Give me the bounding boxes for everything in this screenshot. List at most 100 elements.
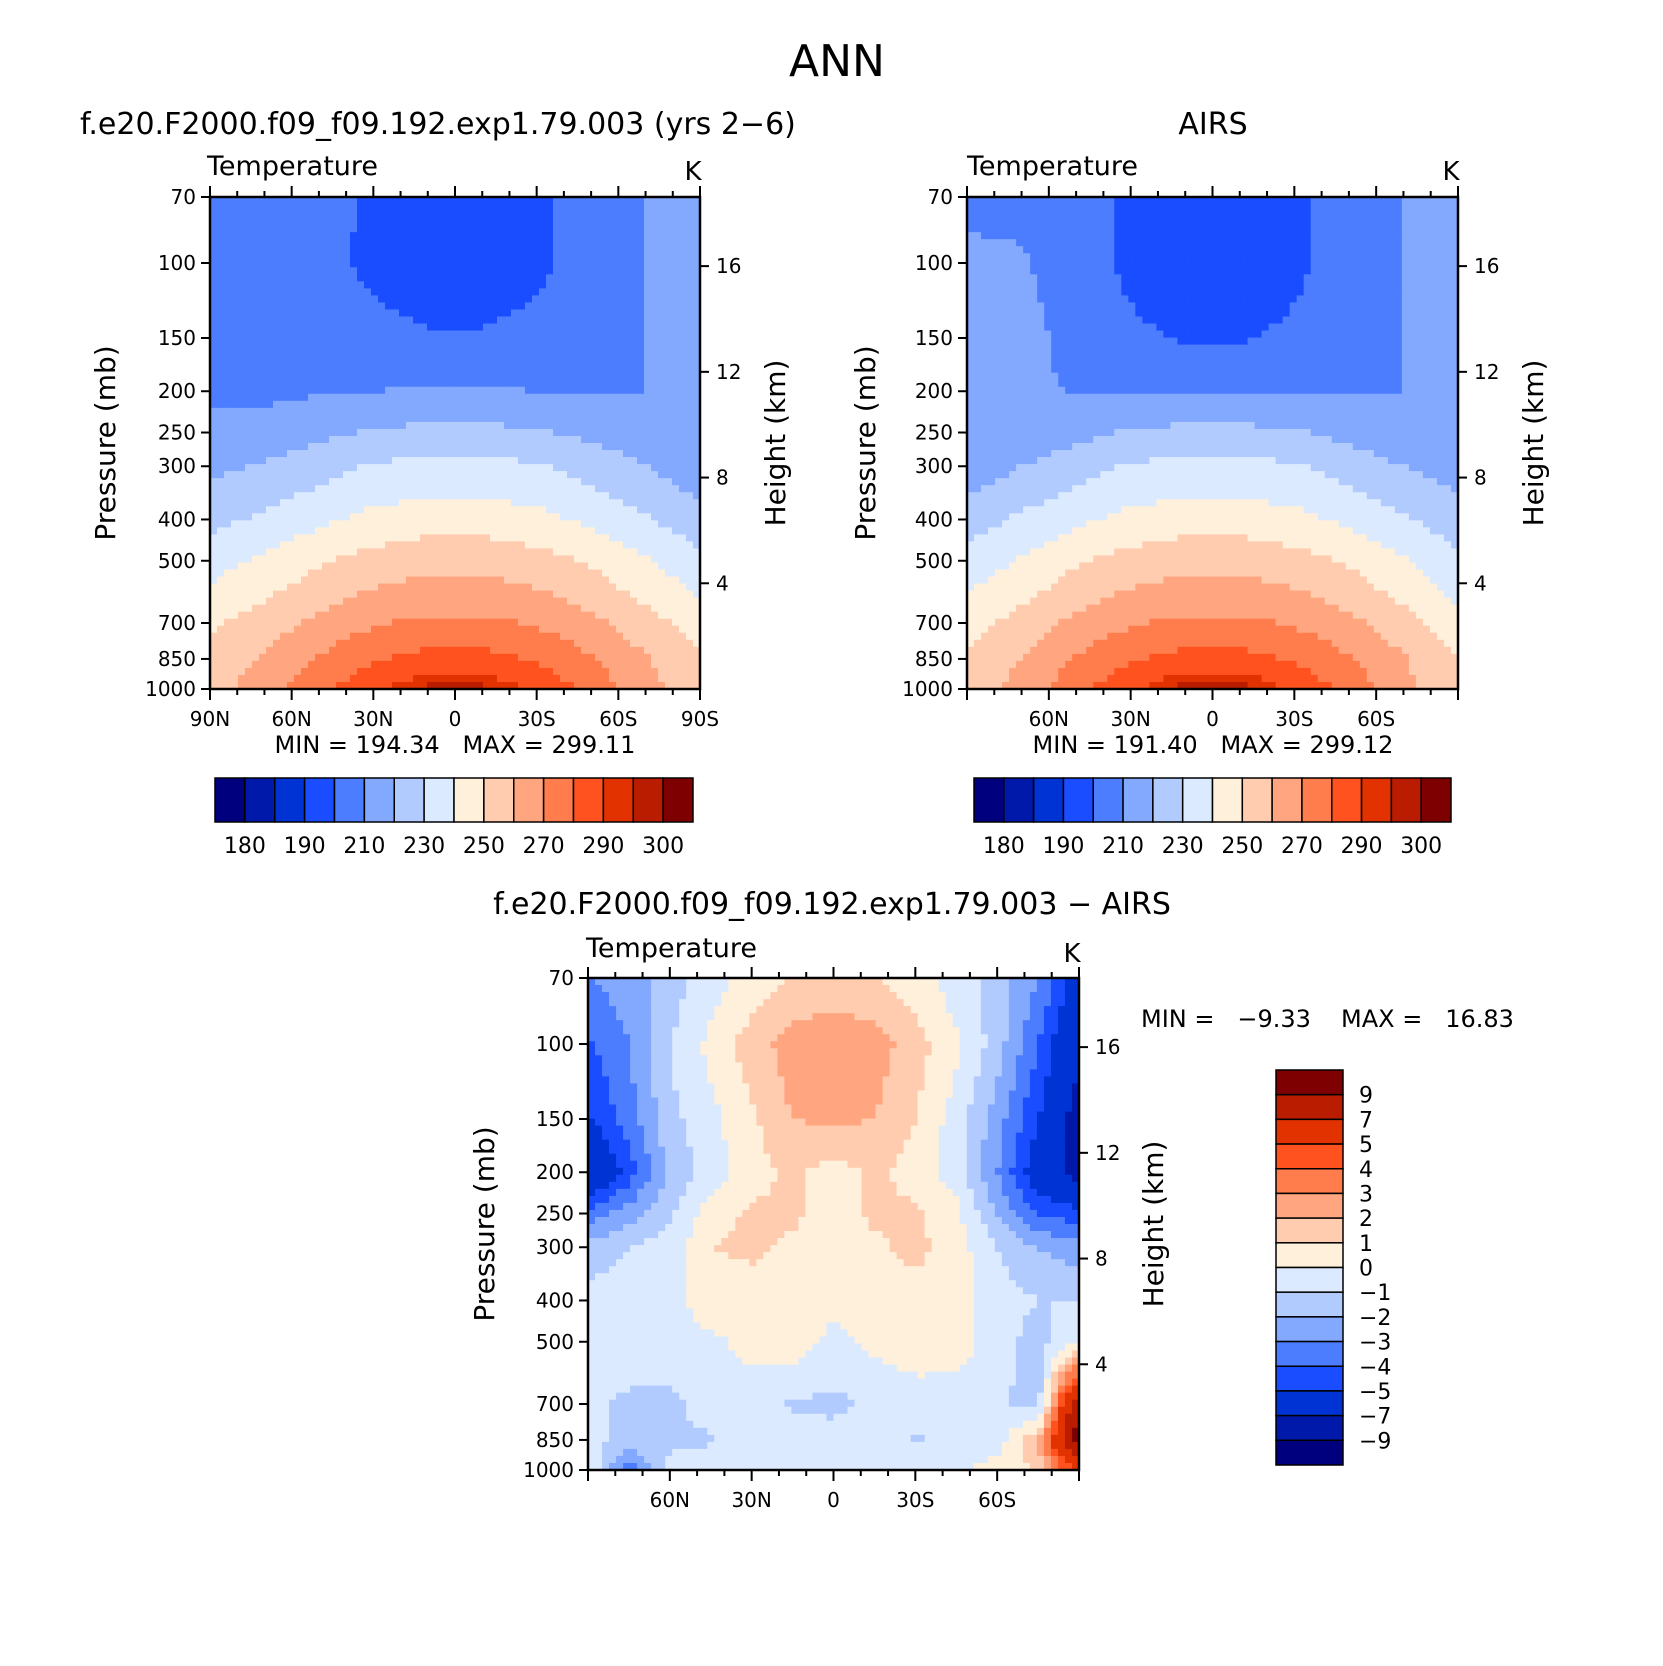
field-cell [455, 344, 463, 353]
field-cell [217, 351, 225, 360]
field-cell [273, 344, 281, 353]
field-cell [357, 218, 365, 226]
field-cell [357, 239, 365, 247]
field-cell [301, 274, 309, 282]
field-cell [476, 225, 484, 233]
field-cell [546, 569, 554, 578]
field-cell [609, 239, 617, 247]
field-cell [630, 225, 638, 233]
field-cell [301, 590, 309, 599]
field-cell [280, 246, 288, 254]
field-cell [231, 302, 239, 311]
field-cell [455, 667, 463, 676]
field-cell [525, 639, 533, 648]
field-cell [567, 604, 575, 613]
field-cell [532, 414, 540, 423]
field-cell [357, 428, 365, 437]
field-cell [490, 351, 498, 360]
field-cell [448, 295, 456, 304]
x-tick-label: 60S [599, 707, 637, 731]
field-cell [231, 386, 239, 395]
field-cell [252, 260, 260, 268]
field-cell [420, 464, 428, 472]
field-cell [518, 281, 526, 289]
field-cell [525, 435, 533, 444]
field-cell [497, 604, 505, 613]
field-cell [224, 541, 232, 550]
field-cell [357, 435, 365, 444]
field-cell [679, 653, 687, 662]
field-cell [588, 393, 596, 402]
field-cell [238, 393, 246, 402]
field-cell [553, 274, 561, 282]
field-cell [420, 625, 428, 634]
field-cell [672, 478, 680, 486]
field-cell [434, 428, 442, 437]
field-cell [567, 492, 575, 500]
field-cell [224, 400, 232, 409]
field-cell [553, 211, 561, 219]
field-cell [231, 246, 239, 254]
field-cell [385, 590, 393, 599]
field-cell [441, 414, 449, 423]
field-cell [525, 295, 533, 304]
field-cell [266, 534, 274, 542]
field-cell [420, 358, 428, 367]
field-cell [280, 309, 288, 318]
field-cell [280, 506, 288, 514]
field-cell [231, 527, 239, 535]
field-cell [238, 604, 246, 613]
field-cell [434, 590, 442, 599]
field-cell [462, 232, 470, 240]
field-cell [546, 632, 554, 641]
field-cell [595, 428, 603, 437]
field-cell [364, 569, 372, 578]
field-cell [476, 632, 484, 641]
field-cell [287, 534, 295, 542]
field-cell [217, 302, 225, 311]
field-cell [469, 646, 477, 655]
field-cell [406, 435, 414, 444]
field-cell [567, 541, 575, 550]
field-cell [280, 485, 288, 493]
field-cell [224, 302, 232, 311]
field-cell [665, 414, 673, 423]
field-cell [280, 625, 288, 634]
field-cell [490, 379, 498, 388]
field-cell [693, 499, 701, 507]
field-cell [665, 435, 673, 444]
field-cell [546, 562, 554, 571]
field-cell [385, 351, 393, 360]
field-cell [546, 618, 554, 627]
field-cell [385, 478, 393, 486]
field-cell [245, 457, 253, 465]
field-cell [392, 457, 400, 465]
field-cell [658, 534, 666, 542]
field-cell [602, 323, 610, 332]
field-cell [280, 379, 288, 388]
field-cell [609, 372, 617, 381]
field-cell [210, 499, 218, 507]
field-cell [483, 653, 491, 662]
field-cell [483, 337, 491, 346]
field-cell [455, 590, 463, 599]
field-cell [441, 639, 449, 648]
field-cell [525, 632, 533, 641]
field-cell [294, 506, 302, 514]
field-cell [434, 281, 442, 289]
field-cell [420, 499, 428, 507]
field-cell [413, 548, 421, 557]
field-cell [217, 464, 225, 472]
field-cell [371, 583, 379, 592]
field-cell [224, 555, 232, 564]
field-cell [315, 674, 323, 683]
field-cell [364, 330, 372, 339]
field-cell [231, 457, 239, 465]
field-cell [539, 485, 547, 493]
field-cell [294, 653, 302, 662]
field-cell [301, 534, 309, 542]
field-cell [322, 618, 330, 627]
field-cell [574, 646, 582, 655]
field-cell [553, 450, 561, 458]
field-cell [518, 365, 526, 374]
